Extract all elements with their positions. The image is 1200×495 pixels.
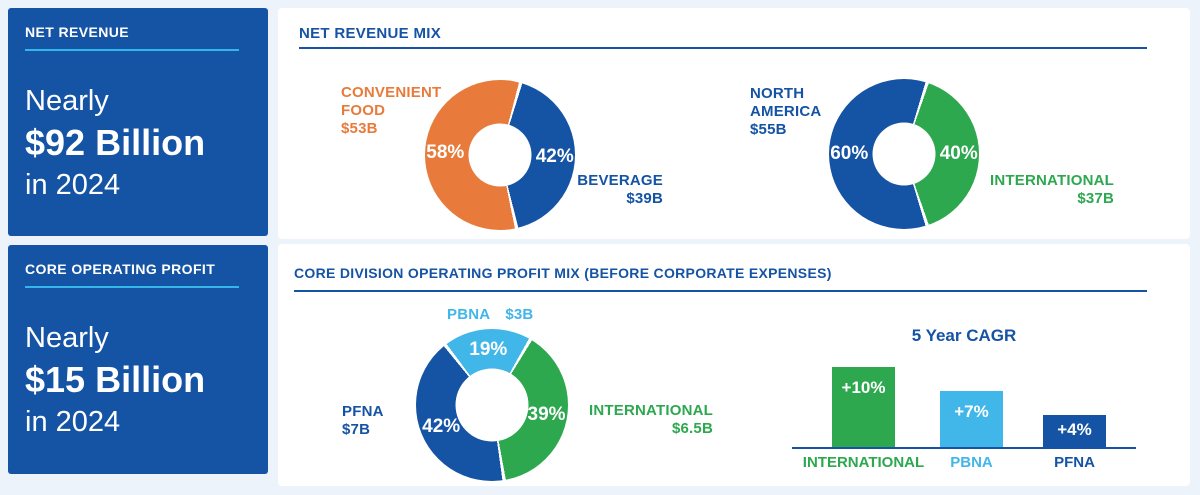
bar-value-label: +7% [954, 402, 989, 421]
donut-hole [455, 368, 529, 442]
net-revenue-headline: Nearly $92 Billion in 2024 [25, 80, 251, 206]
bar-chart-title: 5 Year CAGR [911, 326, 1017, 345]
headline-year: in 2024 [25, 169, 121, 201]
core-operating-profit-panel-header: CORE OPERATING PROFIT [25, 261, 216, 277]
pfna-profit-label: PFNA $7B [342, 403, 384, 438]
revenue-product-mix-donut: 42% 58% [425, 80, 575, 230]
bar-value-label: +10% [841, 378, 886, 397]
donut-percent-label: 58% [426, 142, 465, 164]
donut-percent-label: 42% [535, 145, 574, 167]
card-title-divider [299, 47, 1147, 49]
core-operating-profit-headline: Nearly $15 Billion in 2024 [25, 317, 251, 443]
revenue-geography-mix-donut: 40% 60% [829, 79, 979, 229]
international-revenue-label: INTERNATIONAL $37B [990, 172, 1114, 207]
beverage-label: BEVERAGE $39B [577, 172, 663, 207]
headline-year: in 2024 [25, 406, 121, 438]
international-revenue-amount: $37B [1077, 190, 1114, 207]
north-america-amount: $55B [750, 121, 787, 138]
five-year-cagr-bar-chart: 5 Year CAGR +10% INTERNATIONAL +7% PBNA +4% P… [792, 318, 1136, 490]
pbna-profit-label: PBNA $3B [447, 306, 534, 323]
donut-hole [872, 122, 936, 186]
headline-qualifier: Nearly [25, 85, 109, 117]
pfna-profit-amount: $7B [342, 421, 371, 438]
net-revenue-mix-card: NET REVENUE MIX [278, 8, 1190, 239]
bar-category-label: PBNA [950, 454, 993, 471]
cagr-bar-international: +10% [832, 367, 895, 447]
pbna-profit-amount: $3B [505, 306, 534, 323]
panel-accent-divider [25, 286, 239, 288]
donut-hole [468, 123, 532, 187]
net-revenue-panel-header: NET REVENUE [25, 24, 129, 40]
bar-category-label: INTERNATIONAL [802, 454, 925, 471]
panel-accent-divider [25, 49, 239, 51]
donut-percent-label: 40% [939, 143, 978, 164]
net-revenue-mix-title: NET REVENUE MIX [299, 25, 442, 42]
headline-amount: $92 Billion [25, 122, 206, 163]
bar-category-label: PFNA [1054, 454, 1095, 471]
profit-division-mix-donut: 19% 39% 42% [416, 329, 568, 481]
donut-percent-label: 39% [527, 404, 566, 426]
headline-qualifier: Nearly [25, 322, 109, 354]
donut-percent-label: 60% [830, 143, 869, 164]
cagr-bar-pfna: +4% [1043, 415, 1106, 447]
international-profit-label: INTERNATIONAL $6.5B [589, 402, 713, 437]
bar-chart-baseline [792, 447, 1136, 449]
headline-amount: $15 Billion [25, 359, 206, 400]
donut-percent-label: 42% [422, 416, 461, 438]
north-america-label: NORTH AMERICA $55B [750, 85, 822, 138]
core-operating-profit-summary-panel: CORE OPERATING PROFIT Nearly $15 Billion… [8, 245, 268, 474]
bar-value-label: +4% [1057, 420, 1092, 439]
donut-percent-label: 19% [469, 338, 508, 360]
net-revenue-summary-panel: NET REVENUE Nearly $92 Billion in 2024 [8, 8, 268, 236]
cagr-bar-pbna: +7% [940, 391, 1003, 447]
convenient-food-amount: $53B [341, 120, 378, 137]
convenient-food-label: CONVENIENT FOOD $53B [341, 84, 442, 137]
beverage-amount: $39B [626, 190, 663, 207]
operating-profit-mix-title: CORE DIVISION OPERATING PROFIT MIX (BEFO… [294, 265, 832, 281]
international-profit-amount: $6.5B [671, 420, 713, 437]
card-title-divider [294, 290, 1147, 292]
